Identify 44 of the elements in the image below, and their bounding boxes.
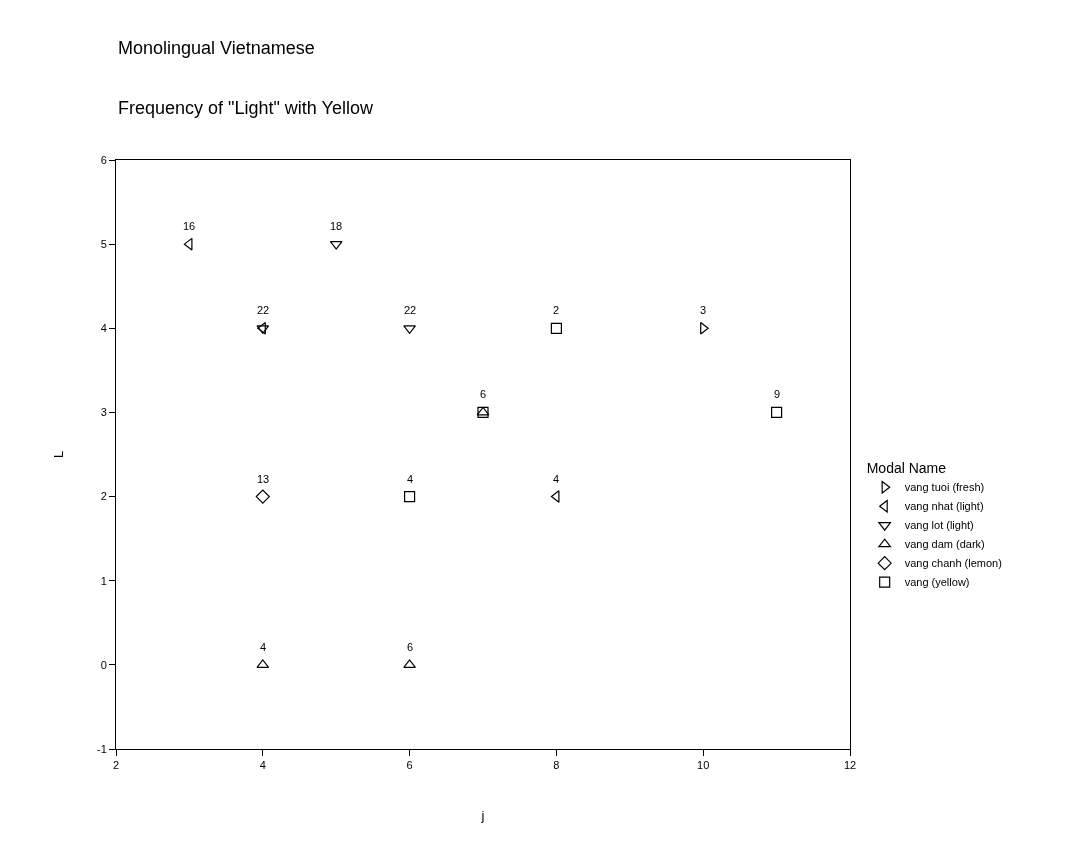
annotation: 16 xyxy=(183,220,196,232)
y-tick-label: 4 xyxy=(100,322,107,335)
point xyxy=(550,322,562,334)
x-tick-label: 2 xyxy=(112,759,120,772)
legend-label: vang nhat (light) xyxy=(904,500,984,513)
point xyxy=(183,237,193,251)
annotation: 4 xyxy=(407,473,414,485)
annotation: 9 xyxy=(774,388,781,400)
y-tick-label: 0 xyxy=(100,658,107,671)
legend-label: vang lot (light) xyxy=(904,519,974,532)
x-tick-label: 6 xyxy=(406,759,413,772)
point xyxy=(771,406,783,419)
x-tick-label: 12 xyxy=(843,759,857,772)
y-tick-label: 3 xyxy=(100,406,107,419)
y-tick-label: -1 xyxy=(97,742,107,755)
x-tick-label: 4 xyxy=(259,759,266,772)
point xyxy=(255,489,270,504)
annotation: 4 xyxy=(553,473,560,485)
annotation: 13 xyxy=(257,473,270,485)
y-tick-label: 5 xyxy=(100,237,107,250)
annotation: 22 xyxy=(404,304,417,316)
annotation: 6 xyxy=(407,641,414,653)
annotation: 6 xyxy=(480,388,487,400)
legend-label: vang (yellow) xyxy=(904,576,970,589)
point xyxy=(550,490,560,503)
annotation: 4 xyxy=(260,641,267,653)
y-tick-label: 6 xyxy=(100,153,107,166)
annotation: 3 xyxy=(700,304,707,316)
annotation: 22 xyxy=(257,304,270,316)
x-tick-label: 8 xyxy=(553,759,560,772)
y-tick-label: 2 xyxy=(100,490,107,503)
point xyxy=(404,490,416,503)
x-tick-label: 10 xyxy=(697,759,710,772)
legend-label: vang tuoi (fresh) xyxy=(904,481,985,494)
x-axis-title: j xyxy=(480,807,485,823)
chart-subtitle: Frequency of "Light" with Yellow xyxy=(118,98,374,118)
chart-title: Monolingual Vietnamese xyxy=(118,38,315,58)
legend-label: vang dam (dark) xyxy=(904,538,985,551)
y-axis-title: L xyxy=(50,450,66,459)
annotation: 2 xyxy=(553,304,560,316)
annotation: 18 xyxy=(330,220,343,232)
y-tick-label: 1 xyxy=(100,574,107,587)
legend-title: Modal Name xyxy=(866,459,947,476)
legend-label: vang chanh (lemon) xyxy=(904,557,1002,570)
